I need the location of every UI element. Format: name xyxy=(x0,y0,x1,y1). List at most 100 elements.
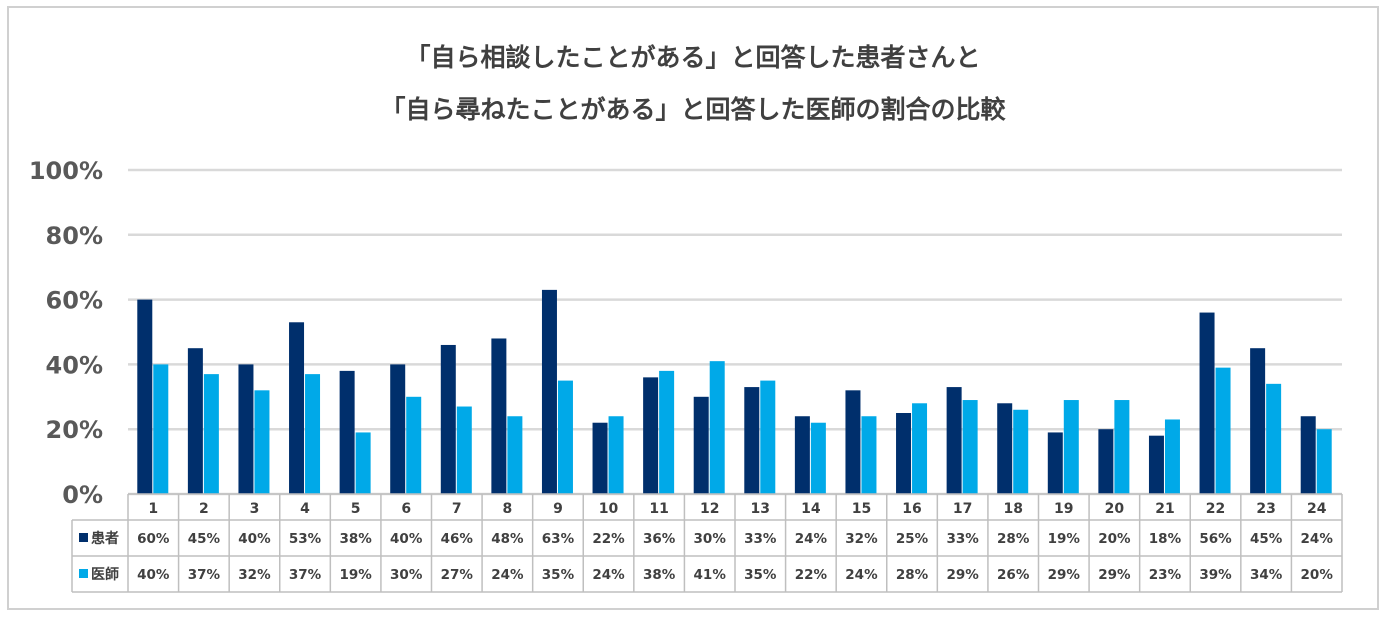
data-label: 63% xyxy=(542,531,575,547)
y-tick-label: 20% xyxy=(46,416,103,444)
data-label: 28% xyxy=(997,531,1030,547)
data-label: 38% xyxy=(643,567,676,583)
data-label: 24% xyxy=(1301,531,1334,547)
bar-patient xyxy=(137,299,153,494)
data-label: 24% xyxy=(592,567,625,583)
data-label: 24% xyxy=(491,567,524,583)
bar-doctor xyxy=(861,416,877,494)
x-tick-label: 16 xyxy=(902,501,921,517)
bar-doctor xyxy=(355,432,371,494)
x-tick-label: 2 xyxy=(199,501,209,517)
data-label: 40% xyxy=(137,567,170,583)
x-tick-label: 19 xyxy=(1054,501,1073,517)
data-label: 37% xyxy=(188,567,221,583)
bar-doctor xyxy=(760,380,776,494)
x-tick-label: 10 xyxy=(599,501,619,517)
y-tick-label: 40% xyxy=(46,351,103,379)
bar-doctor xyxy=(557,380,573,494)
y-tick-label: 80% xyxy=(46,222,103,250)
x-tick-label: 17 xyxy=(953,501,972,517)
data-label: 29% xyxy=(946,567,979,583)
bar-doctor xyxy=(1063,400,1079,494)
x-tick-label: 15 xyxy=(852,501,871,517)
bar-patient xyxy=(390,364,406,494)
x-tick-label: 9 xyxy=(553,501,563,517)
bar-patient xyxy=(541,289,557,494)
data-label: 53% xyxy=(289,531,322,547)
data-label: 45% xyxy=(1250,531,1283,547)
x-tick-label: 20 xyxy=(1105,501,1125,517)
data-label: 34% xyxy=(1250,567,1283,583)
bar-patient xyxy=(339,370,355,494)
data-label: 36% xyxy=(643,531,676,547)
bar-doctor xyxy=(203,374,219,494)
data-label: 19% xyxy=(1048,531,1081,547)
data-label: 24% xyxy=(845,567,878,583)
bar-doctor xyxy=(1215,367,1231,494)
legend-label-patient: 患者 xyxy=(91,530,119,547)
y-tick-label: 0% xyxy=(62,481,103,509)
data-label: 33% xyxy=(744,531,777,547)
bar-patient xyxy=(693,396,709,494)
data-table: 1 2 3 4 5 6 7 8 9 10 11 12 13 14 15 16 17 18 19 20 21 22 23 24患… xyxy=(71,493,1343,593)
bar-patient xyxy=(1250,348,1266,494)
data-label: 56% xyxy=(1199,531,1232,547)
x-tick-label: 22 xyxy=(1206,501,1225,517)
data-label: 37% xyxy=(289,567,322,583)
data-label: 45% xyxy=(188,531,221,547)
bar-patient xyxy=(491,338,507,494)
data-label: 25% xyxy=(896,531,929,547)
y-tick-label: 60% xyxy=(46,287,103,315)
data-label: 33% xyxy=(946,531,979,547)
legend-key-doctor xyxy=(79,569,88,578)
chart-title-line-2: 「自ら尋ねたことがある」と回答した医師の割合の比較 xyxy=(380,95,1006,124)
bar-doctor xyxy=(709,361,725,494)
x-tick-label: 14 xyxy=(801,501,821,517)
legend-key-patient xyxy=(79,533,88,542)
data-label: 32% xyxy=(845,531,878,547)
data-label: 35% xyxy=(744,567,777,583)
bar-doctor xyxy=(659,370,675,494)
bar-doctor xyxy=(153,364,169,494)
bar-patient xyxy=(946,387,962,494)
bar-doctor xyxy=(1316,429,1332,494)
bar-doctor xyxy=(912,403,928,494)
bar-patient xyxy=(1148,435,1164,494)
bar-patient xyxy=(794,416,810,494)
chart-frame xyxy=(7,6,1379,610)
data-label: 19% xyxy=(339,567,372,583)
bar-patient xyxy=(845,390,861,494)
data-label: 22% xyxy=(795,567,828,583)
bar-patient xyxy=(744,387,760,494)
data-label: 20% xyxy=(1098,531,1131,547)
legend-label-doctor: 医師 xyxy=(91,566,119,583)
x-tick-label: 23 xyxy=(1256,501,1275,517)
y-axis-tick-labels: 0% 20% 40% 60% 80% 100% xyxy=(29,157,103,509)
chart-title-line-1: 「自ら相談したことがある」と回答した患者さんと xyxy=(405,43,981,72)
bar-patient xyxy=(1199,312,1215,494)
bar-patient xyxy=(1300,416,1316,494)
bar-doctor xyxy=(962,400,978,494)
bar-patient xyxy=(289,322,305,494)
bar-patient xyxy=(1047,432,1063,494)
data-label: 23% xyxy=(1149,567,1182,583)
data-label: 60% xyxy=(137,531,170,547)
data-label: 22% xyxy=(592,531,625,547)
data-label: 28% xyxy=(896,567,929,583)
bar-patient xyxy=(896,413,912,494)
data-label: 24% xyxy=(795,531,828,547)
x-tick-label: 24 xyxy=(1307,501,1327,517)
bar-doctor xyxy=(305,374,321,494)
x-tick-label: 21 xyxy=(1155,501,1174,517)
data-label: 30% xyxy=(694,531,727,547)
x-tick-label: 6 xyxy=(401,501,411,517)
bar-doctor xyxy=(507,416,523,494)
data-label: 41% xyxy=(694,567,727,583)
data-label: 29% xyxy=(1098,567,1131,583)
bar-doctor xyxy=(810,422,826,494)
bar-patient xyxy=(997,403,1013,494)
data-label: 39% xyxy=(1199,567,1232,583)
bar-doctor xyxy=(406,396,422,494)
bar-doctor xyxy=(1164,419,1180,494)
